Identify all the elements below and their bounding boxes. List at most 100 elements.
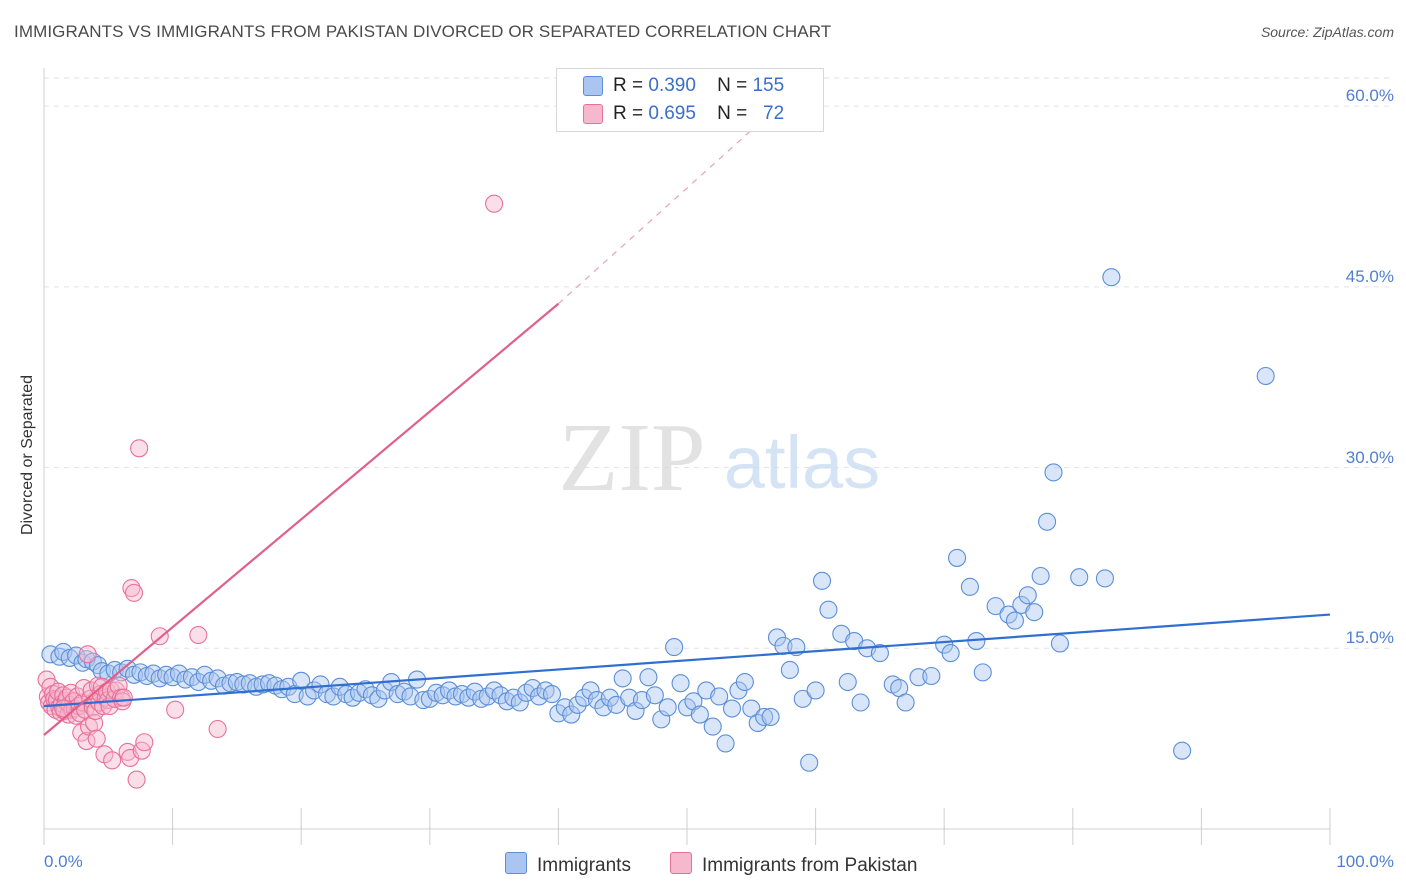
pakistan-point	[122, 578, 141, 598]
pakistan-trend-extension	[557, 129, 752, 305]
legend-n-label: N =	[717, 75, 748, 96]
immigrants-point	[1070, 568, 1089, 587]
immigrants-point	[67, 646, 86, 665]
stats-legend: R = 0.390 N = 155 R = 0.695 N = 72	[556, 68, 824, 132]
immigrants-point	[941, 644, 960, 663]
gridlines	[44, 77, 1394, 649]
pakistan-point	[121, 748, 140, 767]
immigrants-point	[1050, 634, 1069, 653]
immigrants-point	[626, 701, 645, 720]
y-tick-label: 30.0%	[1345, 447, 1394, 467]
immigrants-point	[253, 675, 272, 694]
immigrants-point	[1005, 611, 1024, 630]
pakistan-point	[208, 719, 227, 739]
immigrants-point	[960, 577, 979, 596]
source-credit: Source: ZipAtlas.com	[1260, 24, 1394, 40]
immigrants-point	[986, 597, 1005, 616]
legend-swatch-pakistan	[583, 104, 603, 124]
immigrants-point	[1102, 268, 1121, 287]
immigrants-point	[542, 685, 562, 704]
immigrants-point	[613, 669, 632, 688]
chart-title: IMMIGRANTS VS IMMIGRANTS FROM PAKISTAN D…	[14, 22, 832, 41]
pakistan-point	[485, 194, 504, 213]
immigrants-point	[665, 638, 684, 657]
immigrants-point	[922, 666, 941, 686]
immigrants-trend-line	[43, 613, 1331, 708]
bottom-legend-immigrants: Immigrants	[505, 852, 631, 877]
bottom-legend-label: Immigrants	[537, 855, 631, 876]
immigrants-point	[703, 717, 722, 736]
pakistan-trend-line	[43, 302, 560, 736]
immigrants-point	[800, 753, 819, 772]
immigrants-point	[189, 672, 208, 692]
immigrants-point	[1025, 603, 1044, 622]
immigrants-point	[690, 705, 709, 724]
immigrants-point	[909, 668, 928, 687]
pakistan-point	[124, 583, 144, 602]
bottom-legend-swatch-pakistan	[670, 852, 692, 874]
pakistan-points	[37, 194, 504, 789]
legend-swatch-immigrants	[583, 76, 603, 96]
immigrants-point	[292, 671, 311, 690]
watermark: ZIP atlas	[559, 404, 881, 512]
pakistan-point	[135, 733, 154, 752]
immigrants-point	[973, 663, 992, 682]
legend-r-value: 0.695	[648, 103, 696, 124]
immigrants-point	[1031, 566, 1050, 586]
pakistan-point	[78, 645, 97, 664]
watermark-atlas: atlas	[724, 421, 880, 504]
immigrants-point	[1173, 741, 1192, 760]
pakistan-point	[166, 700, 185, 719]
pakistan-point	[114, 688, 133, 707]
immigrants-point	[870, 644, 889, 663]
x-tick-label-max: 100.0%	[1336, 852, 1394, 871]
bottom-legend-swatch-immigrants	[505, 852, 527, 874]
immigrants-point	[716, 734, 735, 753]
immigrants-point	[812, 571, 832, 590]
immigrants-point	[1256, 366, 1275, 386]
pakistan-point	[127, 770, 146, 789]
bottom-legend-label: Immigrants from Pakistan	[702, 855, 918, 876]
immigrants-point	[948, 548, 967, 567]
immigrants-points	[41, 268, 1275, 772]
immigrants-point	[755, 707, 774, 727]
immigrants-point	[581, 681, 600, 700]
immigrants-point	[1038, 512, 1057, 531]
immigrants-point	[780, 660, 799, 680]
immigrants-point	[819, 600, 838, 619]
immigrants-point	[330, 677, 349, 696]
legend-r-label: R =	[613, 75, 644, 96]
pakistan-point	[103, 751, 122, 770]
immigrants-point	[838, 672, 857, 692]
x-tick-label-min: 0.0%	[44, 852, 83, 871]
trend-lines	[43, 129, 1331, 736]
y-tick-label: 60.0%	[1345, 86, 1394, 106]
immigrants-point	[311, 675, 330, 694]
immigrants-point	[671, 674, 690, 693]
immigrants-point	[658, 698, 677, 717]
immigrants-point	[1044, 463, 1063, 482]
immigrants-point	[645, 686, 664, 705]
immigrants-point	[806, 681, 825, 700]
immigrants-point	[851, 693, 870, 712]
immigrants-point	[896, 693, 915, 712]
legend-n-value: 72	[763, 103, 785, 124]
pakistan-point	[87, 729, 106, 748]
immigrants-point	[793, 689, 812, 708]
immigrants-point	[510, 693, 529, 712]
legend-n-label: N =	[717, 103, 748, 124]
immigrants-point	[639, 668, 658, 687]
immigrants-point	[1095, 569, 1114, 588]
immigrants-point	[735, 672, 754, 692]
immigrants-point	[722, 699, 742, 718]
y-tick-label: 15.0%	[1345, 628, 1394, 648]
y-tick-label: 45.0%	[1345, 266, 1394, 286]
legend-r-value: 0.390	[648, 75, 696, 96]
immigrants-point	[221, 674, 240, 693]
immigrants-point	[568, 695, 587, 714]
pakistan-point	[49, 682, 68, 701]
bottom-legend-pakistan: Immigrants from Pakistan	[670, 852, 917, 877]
pakistan-point	[130, 439, 149, 458]
immigrants-point	[710, 687, 729, 706]
